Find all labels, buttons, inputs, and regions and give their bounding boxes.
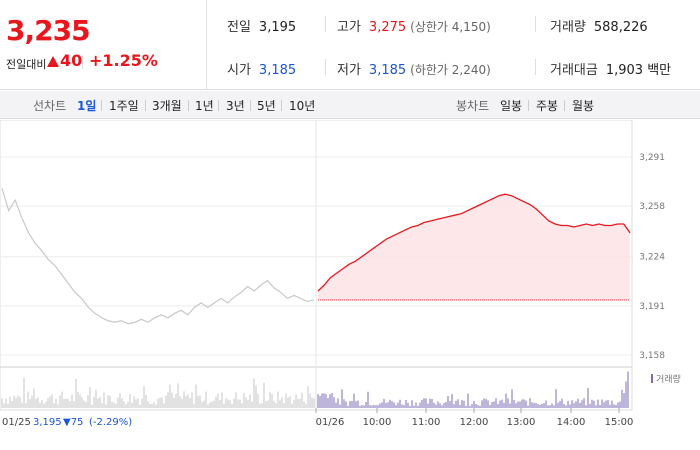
prev-day-close: 3,195: [33, 417, 62, 428]
price-chart: 거래량 3,291 3,258 3,224 3,191 3,158 01/26 10:00…: [0, 120, 681, 428]
y-tick-label: 3,258: [639, 202, 665, 212]
y-tick-label: 3,191: [639, 302, 665, 312]
candle-chart-label: 봉차트: [456, 99, 490, 113]
change-label: 전일대비: [6, 58, 47, 71]
price-box: 3,235 전일대비 40 +1.25%: [0, 0, 207, 90]
candle-monthly[interactable]: 월봉: [572, 99, 595, 113]
divider: [325, 16, 326, 32]
candle-daily[interactable]: 일봉: [500, 99, 523, 113]
x-tick-label: 11:00: [412, 417, 441, 428]
period-5y[interactable]: 5년: [257, 99, 276, 113]
up-triangle-icon: [47, 56, 59, 67]
stat-high: 고가 3,275 (상한가 4,150): [337, 20, 491, 35]
line-chart-label: 선차트: [33, 99, 67, 113]
x-tick-label: 15:00: [605, 417, 634, 428]
period-1d[interactable]: 1일: [77, 99, 97, 113]
quote-header: 3,235 전일대비 40 +1.25% 전일 3,195 고가 3,275 (상한가…: [0, 0, 700, 90]
stat-volume: 거래량 588,226: [550, 20, 648, 35]
period-1y[interactable]: 1년: [195, 99, 214, 113]
divider: [325, 59, 326, 75]
divider: [535, 59, 536, 75]
today-fill-area: [318, 194, 630, 300]
change-amount: 40: [47, 51, 82, 70]
volume-legend-swatch: [651, 374, 653, 383]
period-1w[interactable]: 1주일: [109, 99, 139, 113]
stat-low: 저가 3,185 (하한가 2,240): [337, 63, 491, 78]
candle-weekly[interactable]: 주봉: [536, 99, 559, 113]
divider: [535, 16, 536, 32]
chart-toolbar: 선차트 1일 1주일 3개월 1년 3년 5년 10년 봉차트 일봉 주봉 월봉: [0, 91, 700, 119]
x-tick-label: 12:00: [460, 417, 489, 428]
period-3m[interactable]: 3개월: [152, 99, 182, 113]
stat-trade-value: 거래대금 1,903 백만: [550, 63, 672, 78]
y-tick-label: 3,291: [639, 153, 665, 163]
previous-day-series: [1, 188, 315, 325]
stat-open: 시가 3,185: [227, 63, 297, 78]
divider: [82, 55, 83, 69]
y-tick-label: 3,158: [639, 351, 665, 361]
period-10y[interactable]: 10년: [289, 99, 316, 113]
stat-prev-close: 전일 3,195: [227, 20, 297, 35]
current-price: 3,235: [6, 14, 91, 47]
today-series: [317, 193, 631, 292]
x-tick-label: 13:00: [507, 417, 536, 428]
x-tick-label: 14:00: [557, 417, 586, 428]
y-tick-label: 3,224: [639, 253, 665, 263]
x-tick-label: 01/26: [316, 417, 345, 428]
change-percent: +1.25%: [89, 51, 158, 70]
prev-day-change: ▼75: [63, 417, 83, 428]
volume-legend: 거래량: [656, 373, 681, 385]
x-tick-label: 10:00: [363, 417, 392, 428]
prev-day-change-percent: (-2.29%): [89, 417, 132, 428]
prev-day-date: 01/25: [2, 417, 31, 428]
period-3y[interactable]: 3년: [226, 99, 245, 113]
